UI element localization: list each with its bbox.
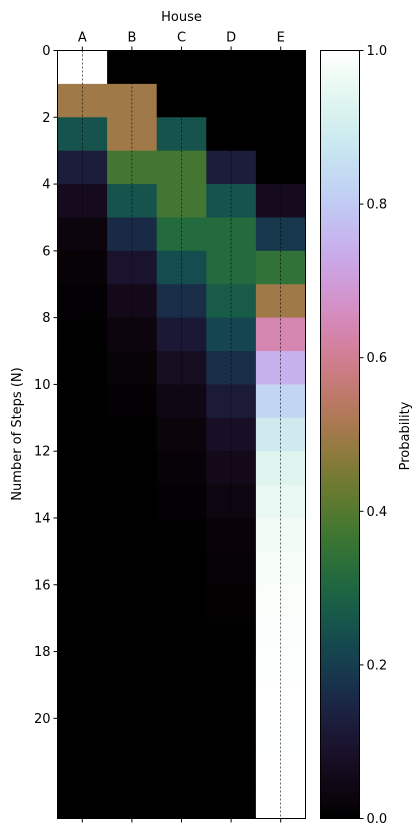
heatmap-cell	[255, 584, 306, 619]
x-tick-label: B	[127, 31, 136, 46]
heatmap-cell	[57, 785, 108, 819]
y-axis-ticks: 0 2 4 6 8 10 12 14 16 18 20	[34, 44, 58, 727]
heatmap-cell	[255, 184, 306, 218]
column-guide-lines	[82, 50, 282, 819]
y-tick-label: 16	[34, 578, 51, 593]
y-tick-label: 12	[34, 445, 51, 460]
heatmap-cell	[255, 83, 306, 118]
heatmap-cell	[255, 785, 306, 819]
y-tick-label: 4	[42, 178, 50, 193]
heatmap-cell	[255, 117, 306, 152]
heatmap-cell	[156, 785, 207, 819]
y-tick-label: 20	[34, 712, 51, 727]
y-axis-title: Number of Steps (N)	[10, 367, 25, 500]
heatmap-cell	[206, 284, 257, 319]
colorbar-tick-label: 0.8	[367, 198, 388, 213]
heatmap-cell	[206, 684, 257, 719]
heatmap-cell	[156, 684, 207, 719]
colorbar-tick-label: 0.6	[367, 351, 388, 366]
heatmap-cell	[107, 484, 158, 519]
heatmap-cell	[206, 384, 257, 419]
heatmap-cell	[57, 484, 108, 519]
x-axis-title: House	[161, 10, 202, 25]
x-tick-label: A	[78, 31, 87, 46]
heatmap-cell	[206, 117, 257, 152]
heatmap-cell	[255, 484, 306, 519]
colorbar	[320, 50, 360, 819]
heatmap-cell	[57, 184, 108, 218]
heatmap-cell	[107, 83, 158, 118]
heatmap-cell	[206, 484, 257, 519]
heatmap-cell	[57, 584, 108, 619]
heatmap-cell	[107, 584, 158, 619]
heatmap-cell	[206, 83, 257, 118]
colorbar-ticks: 0.0 0.2 0.4 0.6 0.8 1.0	[359, 44, 388, 827]
heatmap-cell	[57, 117, 108, 152]
colorbar-tick-label: 0.4	[367, 505, 388, 520]
y-tick-label: 14	[34, 511, 51, 526]
heatmap-cell	[255, 684, 306, 719]
y-tick-label: 0	[42, 44, 50, 59]
heatmap-cell	[107, 384, 158, 419]
heatmap-cell	[57, 384, 108, 419]
colorbar-title: Probability	[398, 401, 413, 470]
heatmap-cell	[107, 117, 158, 152]
y-tick-label: 6	[42, 244, 50, 259]
heatmap-cell	[255, 284, 306, 319]
heatmap-cell	[255, 384, 306, 419]
y-tick-label: 10	[34, 378, 51, 393]
heatmap-cell	[107, 684, 158, 719]
heatmap-cell	[107, 284, 158, 319]
x-tick-label: C	[177, 31, 186, 46]
heatmap-cell	[107, 785, 158, 819]
heatmap-cell	[206, 184, 257, 218]
heatmap-cell	[156, 484, 207, 519]
colorbar-tick-label: 0.2	[367, 658, 388, 673]
y-tick-label: 2	[42, 111, 50, 126]
heatmap-cell	[206, 584, 257, 619]
heatmap-cell	[156, 584, 207, 619]
heatmap-cell	[206, 785, 257, 819]
heatmap-cell	[156, 117, 207, 152]
heatmap-cell	[156, 284, 207, 319]
heatmap-cell	[156, 184, 207, 218]
heatmap-cell	[107, 184, 158, 218]
y-tick-label: 18	[34, 645, 51, 660]
x-tick-label: E	[277, 31, 285, 46]
heatmap-cell	[156, 384, 207, 419]
heatmap-cell	[57, 83, 108, 118]
heatmap-cell	[156, 83, 207, 118]
heatmap-cell	[57, 284, 108, 319]
y-tick-label: 8	[42, 311, 50, 326]
heatmap-cell	[57, 684, 108, 719]
x-tick-label: D	[226, 31, 236, 46]
colorbar-tick-label: 0.0	[367, 812, 388, 827]
colorbar-tick-label: 1.0	[367, 44, 388, 59]
x-axis-ticks: A B C D E	[78, 31, 285, 823]
